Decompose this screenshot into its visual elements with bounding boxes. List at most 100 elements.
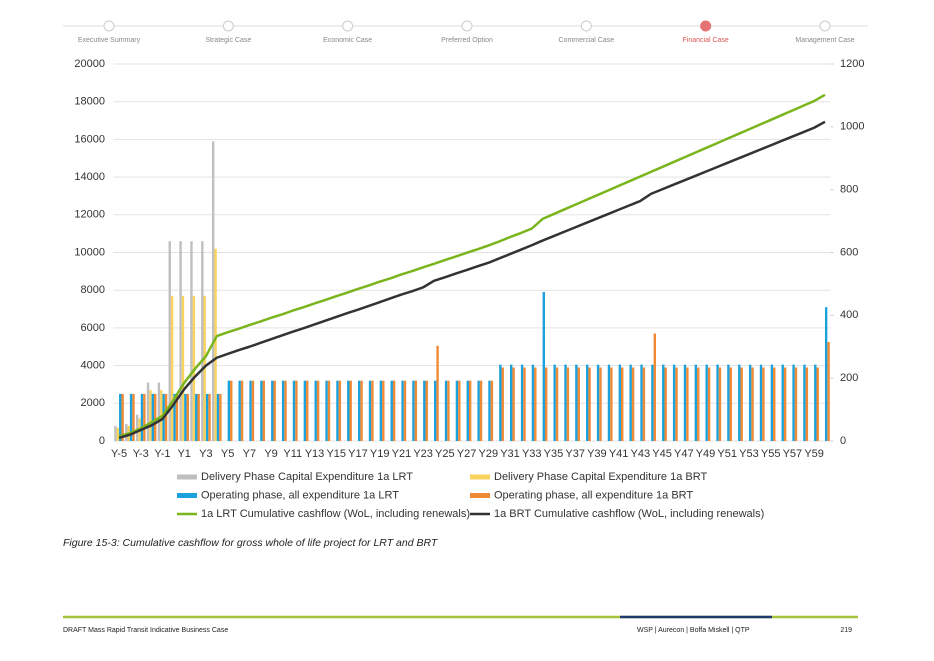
bar bbox=[479, 380, 483, 441]
bar bbox=[555, 367, 559, 441]
bar bbox=[129, 393, 133, 441]
bar bbox=[827, 342, 830, 441]
nav-step: Economic Case bbox=[323, 37, 372, 44]
legend-swatch bbox=[470, 474, 490, 480]
bar bbox=[205, 393, 209, 441]
nav-step: Commercial Case bbox=[559, 37, 615, 44]
bar bbox=[662, 364, 665, 441]
legend-swatch bbox=[177, 474, 197, 480]
bar bbox=[773, 367, 776, 441]
footer-left: DRAFT Mass Rapid Transit Indicative Busi… bbox=[63, 627, 228, 634]
chart: 0200040006000800010000120001400016000180… bbox=[74, 58, 864, 520]
x-tick-label: Y17 bbox=[348, 448, 368, 460]
bar bbox=[564, 364, 567, 441]
x-tick-label: Y51 bbox=[717, 448, 737, 460]
nav-dot bbox=[222, 20, 234, 32]
bar bbox=[575, 364, 578, 441]
bar bbox=[368, 380, 372, 441]
bar bbox=[292, 380, 296, 441]
legend-label: Delivery Phase Capital Expenditure 1a LR… bbox=[201, 471, 413, 483]
bar bbox=[306, 380, 309, 441]
bar bbox=[116, 427, 120, 441]
line bbox=[118, 120, 826, 440]
bar bbox=[260, 380, 263, 441]
bar bbox=[327, 380, 331, 441]
bar bbox=[697, 367, 700, 441]
bar bbox=[727, 364, 730, 441]
bar bbox=[488, 380, 491, 441]
bar bbox=[140, 393, 144, 441]
bar bbox=[783, 367, 787, 441]
x-tick-label: Y45 bbox=[652, 448, 672, 460]
nav: Executive Summary Strategic Case Economic … bbox=[78, 20, 855, 44]
bar bbox=[621, 367, 624, 441]
bar bbox=[618, 364, 622, 441]
bar bbox=[664, 367, 667, 441]
bar bbox=[186, 393, 189, 441]
nav-dot bbox=[819, 20, 831, 32]
bar bbox=[466, 380, 469, 441]
bar bbox=[610, 367, 613, 441]
bar bbox=[814, 364, 817, 441]
bar bbox=[458, 380, 461, 441]
bar bbox=[390, 380, 393, 441]
page-number: 219 bbox=[840, 627, 852, 634]
bar bbox=[273, 380, 276, 441]
bar bbox=[436, 345, 439, 441]
bar bbox=[718, 367, 722, 441]
bar bbox=[360, 380, 363, 441]
x-tick-label: Y37 bbox=[565, 448, 585, 460]
bar bbox=[173, 393, 176, 441]
bar bbox=[151, 393, 155, 441]
bar bbox=[119, 393, 122, 441]
bar bbox=[794, 367, 798, 441]
legend-swatch bbox=[470, 493, 490, 498]
y2-tick-label: 800 bbox=[840, 184, 858, 196]
x-tick-label: Y13 bbox=[305, 448, 325, 460]
bar bbox=[314, 380, 317, 441]
bar bbox=[423, 380, 426, 441]
x-tick-label: Y59 bbox=[804, 448, 824, 460]
bar bbox=[716, 364, 719, 441]
bar bbox=[230, 380, 233, 441]
bar bbox=[181, 295, 185, 441]
bar bbox=[184, 393, 187, 441]
bar bbox=[792, 364, 795, 441]
bar bbox=[227, 380, 231, 441]
x-tick-label: Y53 bbox=[739, 448, 759, 460]
bar bbox=[686, 367, 689, 441]
bar bbox=[195, 393, 198, 441]
bar bbox=[412, 380, 415, 441]
bar bbox=[295, 380, 298, 441]
bar bbox=[401, 380, 404, 441]
bar bbox=[805, 367, 809, 441]
y-tick-label: 10000 bbox=[74, 246, 105, 258]
x-tick-label: Y33 bbox=[522, 448, 542, 460]
bar bbox=[379, 380, 383, 441]
bar bbox=[114, 425, 117, 441]
bar bbox=[759, 364, 763, 441]
x-tick-label: Y1 bbox=[177, 448, 190, 460]
x-tick-label: Y29 bbox=[479, 448, 499, 460]
bar bbox=[501, 367, 504, 441]
bar bbox=[414, 380, 418, 441]
bar bbox=[325, 380, 328, 441]
legend-label: 1a LRT Cumulative cashflow (WoL, includi… bbox=[201, 508, 470, 520]
bar bbox=[651, 364, 654, 441]
x-tick-label: Y43 bbox=[631, 448, 651, 460]
bar bbox=[303, 380, 307, 441]
bar bbox=[577, 367, 580, 441]
bar bbox=[705, 364, 708, 441]
nav-dot bbox=[342, 20, 354, 32]
bar bbox=[512, 367, 515, 441]
bar bbox=[208, 393, 211, 441]
legend-label: Operating phase, all expenditure 1a LRT bbox=[201, 489, 399, 501]
bar bbox=[553, 364, 556, 441]
y-tick-label: 20000 bbox=[74, 58, 105, 70]
bar bbox=[175, 393, 179, 441]
y-tick-label: 18000 bbox=[74, 96, 105, 108]
line bbox=[118, 93, 826, 438]
bar bbox=[740, 367, 743, 441]
bar bbox=[642, 367, 646, 441]
bar bbox=[284, 380, 287, 441]
